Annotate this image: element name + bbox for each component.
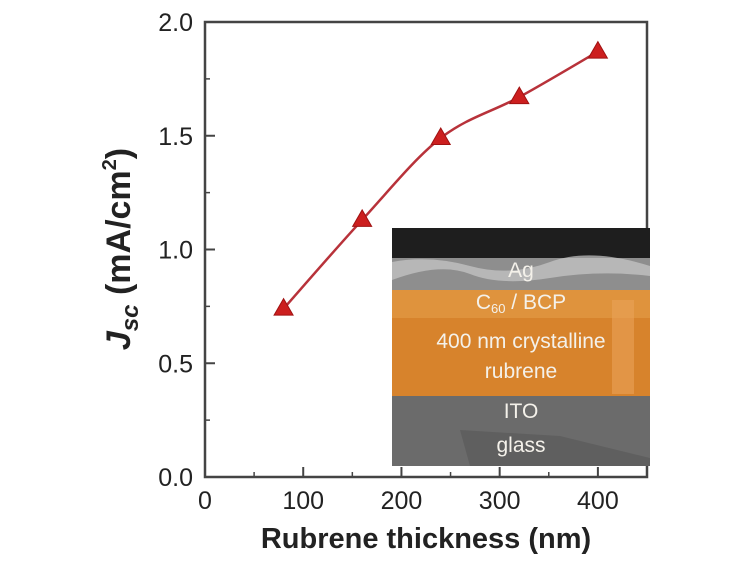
inset-label-ito: ITO [504, 400, 539, 423]
data-series [273, 40, 609, 316]
inset-rubrene-stripe [612, 300, 634, 394]
y-tick-label: 0.0 [158, 464, 193, 492]
inset-glass-texture [460, 430, 650, 466]
data-point-triangle [273, 297, 294, 316]
inset-label-c60-bcp: C60 / BCP [476, 291, 566, 316]
y-tick-label: 2.0 [158, 9, 193, 37]
x-tick-label: 100 [282, 487, 324, 515]
data-point-triangle [508, 86, 530, 105]
y-tick-label: 0.5 [158, 350, 193, 378]
x-tick-label: 300 [479, 487, 521, 515]
y-axis-title: Jsc (mA/cm2) [99, 148, 144, 350]
inset-label-glass: glass [496, 434, 545, 457]
inset-ag-texture [392, 255, 650, 282]
data-point-triangle [587, 40, 609, 59]
x-axis: 0 100 200 300 400 [198, 467, 619, 515]
inset-cross-section-image: Ag C60 / BCP 400 nm crystalline rubrene … [392, 228, 650, 466]
inset-rubrene-highlight [392, 290, 650, 318]
inset-top-dark [392, 228, 650, 258]
inset-label-rubrene-line1: 400 nm crystalline [436, 330, 605, 353]
y-tick-label: 1.0 [158, 237, 193, 265]
inset-label-ag: Ag [508, 259, 534, 282]
x-tick-label: 0 [198, 487, 212, 515]
x-tick-label: 200 [381, 487, 423, 515]
x-axis-title: Rubrene thickness (nm) [261, 523, 591, 555]
y-axis: 0.0 0.5 1.0 1.5 2.0 [158, 9, 215, 492]
x-tick-label: 400 [577, 487, 619, 515]
inset-label-rubrene-line2: rubrene [485, 360, 557, 383]
y-tick-label: 1.5 [158, 123, 193, 151]
data-point-triangle [430, 127, 452, 146]
data-point-triangle [351, 208, 373, 227]
